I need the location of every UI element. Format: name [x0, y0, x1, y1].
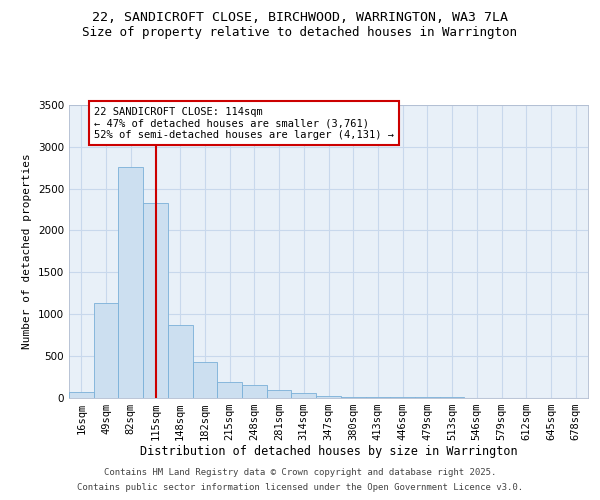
Bar	[242, 385, 267, 398]
Bar	[292, 394, 316, 398]
Bar	[267, 390, 292, 398]
Text: 22 SANDICROFT CLOSE: 114sqm
← 47% of detached houses are smaller (3,761)
52% of : 22 SANDICROFT CLOSE: 114sqm ← 47% of det…	[94, 106, 394, 140]
Bar	[143, 203, 168, 398]
Bar	[94, 303, 118, 398]
Bar	[316, 396, 341, 398]
Bar	[217, 382, 242, 398]
Text: Contains public sector information licensed under the Open Government Licence v3: Contains public sector information licen…	[77, 483, 523, 492]
Bar	[168, 325, 193, 398]
Y-axis label: Number of detached properties: Number of detached properties	[22, 154, 32, 349]
X-axis label: Distribution of detached houses by size in Warrington: Distribution of detached houses by size …	[140, 446, 517, 458]
Bar	[341, 396, 365, 398]
Bar	[69, 392, 94, 398]
Text: Size of property relative to detached houses in Warrington: Size of property relative to detached ho…	[83, 26, 517, 39]
Bar	[118, 167, 143, 398]
Bar	[193, 362, 217, 398]
Text: Contains HM Land Registry data © Crown copyright and database right 2025.: Contains HM Land Registry data © Crown c…	[104, 468, 496, 477]
Text: 22, SANDICROFT CLOSE, BIRCHWOOD, WARRINGTON, WA3 7LA: 22, SANDICROFT CLOSE, BIRCHWOOD, WARRING…	[92, 11, 508, 24]
